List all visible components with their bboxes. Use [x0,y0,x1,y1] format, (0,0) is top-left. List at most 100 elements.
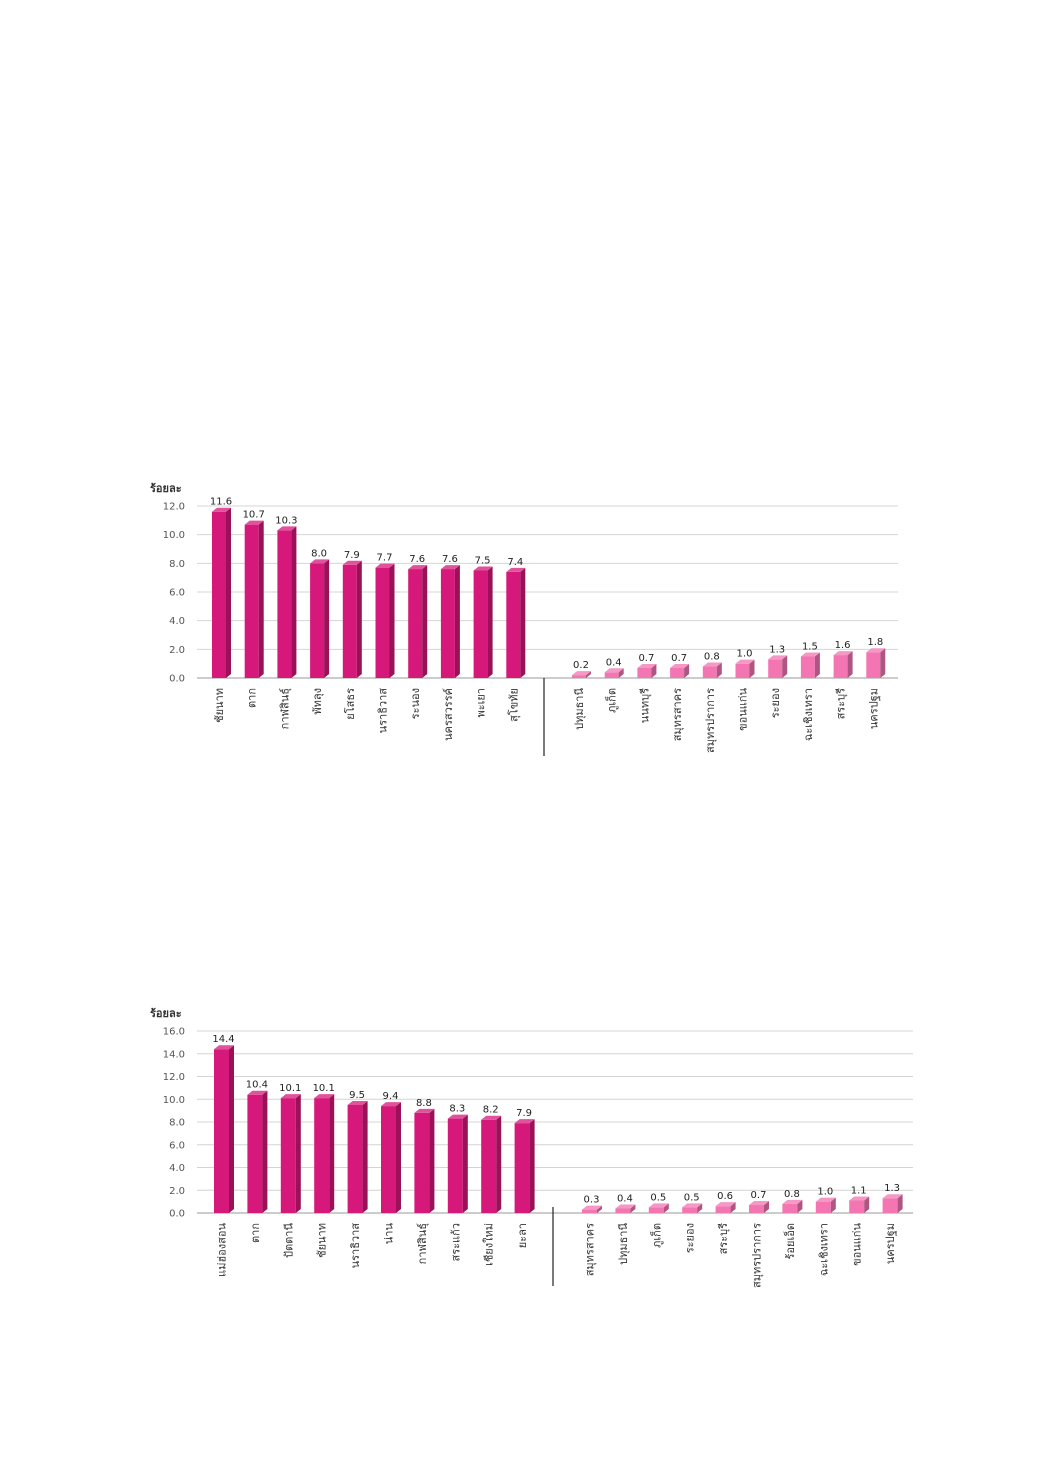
bar [702,662,722,678]
bar-front [473,570,488,678]
chart-1: ร้อยละ 0.0 2.0 4.0 6.0 8.0 10.0 12.0 11.6 ชัยนาท 1… [150,482,898,756]
bar-side [684,663,690,678]
bar [247,1090,268,1213]
bar-top [637,663,657,668]
bar-side [258,520,264,678]
data-label: 1.0 [737,649,753,660]
bar [481,1115,502,1213]
category-label: สมุทรปราการ [704,688,717,753]
bar [582,1205,602,1213]
data-label: 0.8 [704,652,720,663]
data-label: 1.3 [884,1183,900,1194]
bar-side [880,648,886,678]
data-label: 7.6 [442,554,458,565]
data-label: 7.9 [344,550,360,561]
category-label: ขอนแก่น [851,1223,864,1266]
category-label: ปทุมธานี [573,688,586,730]
y-tick-label: 10.0 [163,530,185,541]
data-label: 0.6 [717,1191,733,1202]
bar-front [572,675,586,678]
data-label: 10.1 [279,1083,301,1094]
bar-side [730,1202,736,1213]
bar-front [342,564,357,678]
data-label: 0.3 [584,1195,600,1206]
category-label: ขอนแก่น [737,688,750,731]
y-tick-label: 4.0 [169,616,185,627]
bar-side [847,651,853,678]
bar-front [244,524,259,678]
bar-top [735,659,755,664]
bar-front [277,530,292,678]
category-label: ชัยนาท [316,1223,329,1258]
bar-side [462,1114,468,1213]
bar-front [381,1106,396,1213]
bar [244,520,264,678]
bar-front [833,655,848,678]
bar-top [849,1196,870,1201]
bar-top [768,655,788,660]
category-label: นครปฐม [884,1223,897,1264]
data-label: 0.8 [784,1189,800,1200]
bar-front [408,569,423,678]
bar-side [389,563,395,678]
data-label: 9.5 [349,1090,365,1101]
bar-top [277,526,297,531]
data-label: 0.7 [638,653,654,664]
bar [277,526,297,678]
data-label: 10.3 [275,515,297,526]
bar-front [414,1112,430,1213]
bar [280,1094,301,1213]
bar-side [830,1197,836,1213]
y-tick-label: 16.0 [163,1027,185,1038]
bar-side [396,1102,401,1213]
bar-side [716,662,722,678]
category-label: ตาก [246,688,259,708]
data-label: 10.1 [313,1083,335,1094]
bar-side [496,1115,502,1213]
bar-top [408,565,428,570]
bar-front [800,656,815,678]
bar-top [815,1197,836,1202]
data-label: 1.8 [867,637,883,648]
bar-side [797,1199,803,1213]
bar-front [849,1200,865,1213]
bar-top [682,1203,703,1208]
bar-top [782,1199,803,1204]
data-label: 1.6 [835,640,851,651]
bar-side [897,1194,903,1213]
data-label: 10.7 [243,510,265,521]
bar-top [615,1204,636,1209]
y-axis-title: ร้อยละ [150,482,182,495]
bar [440,565,460,678]
category-label: ยะลา [516,1223,529,1248]
bar-top [244,520,264,525]
bar-front [648,1207,664,1213]
bar-front [280,1098,296,1213]
bar-top [749,1201,769,1206]
bar-top [481,1115,502,1120]
data-label: 7.4 [507,557,523,568]
data-label: 9.4 [383,1091,399,1102]
category-label: นครสวรรค์ [442,688,455,741]
category-label: ฉะเชิงเทรา [802,688,815,741]
data-label: 7.7 [377,553,393,564]
bar-top [670,663,690,668]
category-label: ชัยนาท [213,688,226,723]
y-tick-label: 6.0 [169,1140,185,1151]
bar-front [506,571,521,678]
y-tick-label: 2.0 [169,1186,185,1197]
bar [882,1194,903,1213]
bar-top [375,563,395,568]
bar-front [604,672,619,678]
bar [375,563,395,678]
bar-front [715,1206,731,1213]
bar-side [782,655,788,678]
bar-top [506,567,526,572]
category-label: สระบุรี [835,688,848,720]
category-label: นครปฐม [867,688,880,729]
bar [381,1102,401,1213]
y-tick-label: 0.0 [169,674,185,685]
bar-top [280,1094,301,1099]
category-label: ฉะเชิงเทรา [817,1223,830,1276]
bar [815,1197,836,1213]
